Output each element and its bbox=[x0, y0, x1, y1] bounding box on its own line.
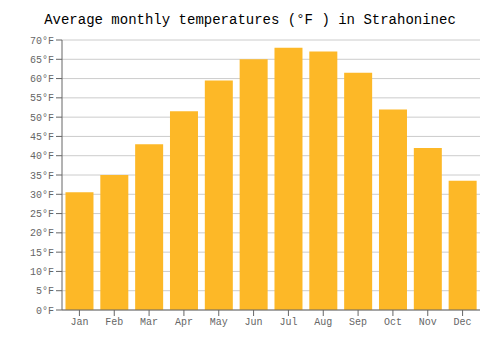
svg-text:70°F: 70°F bbox=[30, 36, 54, 47]
svg-text:25°F: 25°F bbox=[30, 209, 54, 220]
svg-text:55°F: 55°F bbox=[30, 93, 54, 104]
svg-text:Jul: Jul bbox=[279, 317, 297, 328]
svg-text:60°F: 60°F bbox=[30, 74, 54, 85]
svg-text:10°F: 10°F bbox=[30, 267, 54, 278]
svg-text:30°F: 30°F bbox=[30, 190, 54, 201]
svg-text:Feb: Feb bbox=[105, 317, 123, 328]
svg-text:Jun: Jun bbox=[245, 317, 263, 328]
svg-text:5°F: 5°F bbox=[36, 286, 54, 297]
svg-text:65°F: 65°F bbox=[30, 55, 54, 66]
svg-text:Oct: Oct bbox=[384, 317, 402, 328]
svg-text:15°F: 15°F bbox=[30, 248, 54, 259]
svg-text:35°F: 35°F bbox=[30, 171, 54, 182]
svg-text:Nov: Nov bbox=[419, 317, 437, 328]
svg-text:40°F: 40°F bbox=[30, 151, 54, 162]
svg-text:Sep: Sep bbox=[349, 317, 367, 328]
svg-text:Aug: Aug bbox=[314, 317, 332, 328]
svg-text:50°F: 50°F bbox=[30, 113, 54, 124]
svg-text:0°F: 0°F bbox=[36, 306, 54, 317]
svg-text:Jan: Jan bbox=[70, 317, 88, 328]
svg-text:Apr: Apr bbox=[175, 317, 193, 328]
svg-text:Dec: Dec bbox=[454, 317, 472, 328]
svg-text:May: May bbox=[210, 317, 228, 328]
html-text:Average monthly temperatures (: Average monthly temperatures (°F ) in St… bbox=[44, 12, 456, 28]
svg-text:20°F: 20°F bbox=[30, 228, 54, 239]
svg-text:Mar: Mar bbox=[140, 317, 158, 328]
svg-text:45°F: 45°F bbox=[30, 132, 54, 143]
